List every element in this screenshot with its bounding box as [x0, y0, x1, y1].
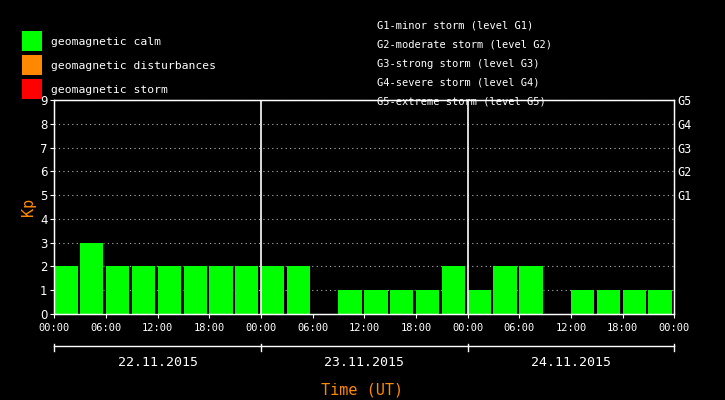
Text: G3-strong storm (level G3): G3-strong storm (level G3) — [377, 58, 539, 68]
Bar — [468, 290, 491, 314]
Bar — [157, 266, 181, 314]
Bar — [494, 266, 517, 314]
Text: G4-severe storm (level G4): G4-severe storm (level G4) — [377, 77, 539, 87]
Bar — [597, 290, 620, 314]
Bar — [80, 243, 104, 314]
Text: Time (UT): Time (UT) — [321, 382, 404, 398]
Bar — [519, 266, 542, 314]
Bar — [183, 266, 207, 314]
Bar — [106, 266, 129, 314]
Bar — [287, 266, 310, 314]
Bar — [623, 290, 646, 314]
Y-axis label: Kp: Kp — [21, 198, 36, 216]
Text: G5-extreme storm (level G5): G5-extreme storm (level G5) — [377, 96, 546, 106]
Text: geomagnetic calm: geomagnetic calm — [51, 37, 161, 47]
Text: 24.11.2015: 24.11.2015 — [531, 356, 611, 368]
Bar — [261, 266, 284, 314]
Text: G1-minor storm (level G1): G1-minor storm (level G1) — [377, 21, 534, 31]
Bar — [235, 266, 258, 314]
Bar — [364, 290, 388, 314]
Bar — [132, 266, 155, 314]
Bar — [674, 266, 697, 314]
Text: 22.11.2015: 22.11.2015 — [117, 356, 198, 368]
Text: 23.11.2015: 23.11.2015 — [324, 356, 405, 368]
Text: geomagnetic storm: geomagnetic storm — [51, 85, 167, 95]
Bar — [54, 266, 78, 314]
Bar — [648, 290, 671, 314]
Text: geomagnetic disturbances: geomagnetic disturbances — [51, 61, 216, 71]
Text: G2-moderate storm (level G2): G2-moderate storm (level G2) — [377, 40, 552, 50]
Bar — [339, 290, 362, 314]
Bar — [442, 266, 465, 314]
Bar — [390, 290, 413, 314]
Bar — [210, 266, 233, 314]
Bar — [571, 290, 594, 314]
Bar — [416, 290, 439, 314]
